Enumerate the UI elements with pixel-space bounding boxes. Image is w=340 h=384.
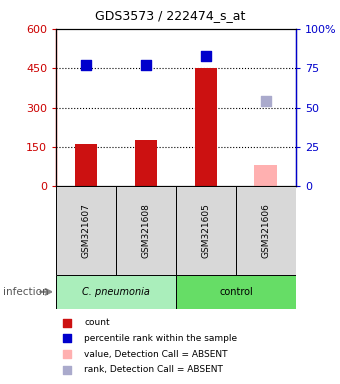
Text: GSM321607: GSM321607 xyxy=(82,203,90,258)
Point xyxy=(65,319,70,326)
Bar xyxy=(176,29,236,186)
Bar xyxy=(176,186,236,275)
Text: value, Detection Call = ABSENT: value, Detection Call = ABSENT xyxy=(85,349,228,359)
Text: infection: infection xyxy=(3,287,49,297)
Bar xyxy=(56,29,116,186)
Point xyxy=(143,62,149,68)
Point xyxy=(203,53,209,59)
Bar xyxy=(254,165,277,186)
Bar xyxy=(56,275,176,309)
Point xyxy=(65,351,70,357)
Bar xyxy=(75,144,98,186)
Text: rank, Detection Call = ABSENT: rank, Detection Call = ABSENT xyxy=(85,365,223,374)
Text: GSM321608: GSM321608 xyxy=(141,203,151,258)
Text: GSM321606: GSM321606 xyxy=(261,203,270,258)
Text: GDS3573 / 222474_s_at: GDS3573 / 222474_s_at xyxy=(95,9,245,22)
Bar xyxy=(194,68,217,186)
Bar xyxy=(236,186,296,275)
Text: C. pneumonia: C. pneumonia xyxy=(82,287,150,297)
Text: control: control xyxy=(219,287,253,297)
Point xyxy=(83,62,89,68)
Bar xyxy=(56,186,116,275)
Text: GSM321605: GSM321605 xyxy=(201,203,210,258)
Bar xyxy=(236,29,296,186)
Bar xyxy=(116,186,176,275)
Bar xyxy=(116,29,176,186)
Bar xyxy=(176,275,296,309)
Point xyxy=(65,335,70,341)
Point xyxy=(65,367,70,373)
Bar xyxy=(135,140,157,186)
Text: percentile rank within the sample: percentile rank within the sample xyxy=(85,334,238,343)
Point xyxy=(263,98,269,104)
Text: count: count xyxy=(85,318,110,327)
